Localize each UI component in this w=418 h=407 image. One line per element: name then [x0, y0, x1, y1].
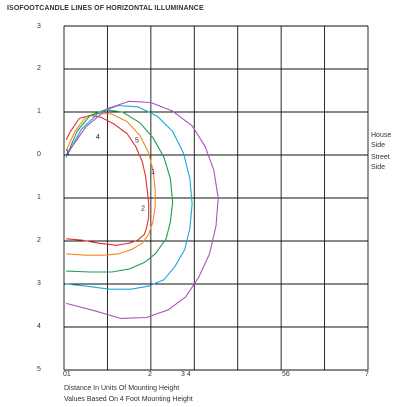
isofootcandle-line: [65, 112, 156, 256]
y-tick-label: 1: [37, 108, 41, 115]
isofootcandle-line: [65, 114, 150, 246]
y-tick-label: 5: [37, 366, 41, 373]
contour-label: 5: [135, 138, 139, 145]
side-label-side: Side: [371, 142, 386, 149]
x-tick-label: 01: [63, 371, 71, 378]
isofootcandle-line: [65, 109, 174, 273]
x-tick-label: 2: [148, 371, 152, 378]
chart-title: ISOFOOTCANDLE LINES OF HORIZONTAL ILLUMI…: [7, 5, 204, 12]
y-tick-label: 3: [37, 23, 41, 30]
side-label-street: Street: [371, 154, 390, 161]
side-label-house: House: [371, 132, 392, 139]
side-label-side: Side: [371, 164, 386, 171]
x-tick-label: 7: [365, 371, 369, 378]
contour-label: 1: [66, 150, 70, 157]
y-tick-label: 3: [37, 280, 41, 287]
x-axis-label: Distance In Units Of Mounting Height: [64, 385, 180, 392]
isofootcandle-line: [65, 100, 219, 319]
contour-label: 1: [151, 169, 155, 176]
contour-label: 4: [96, 134, 100, 141]
y-tick-label: 0: [37, 151, 41, 158]
contour-label: 2: [141, 206, 145, 213]
isofootcandle-line: [65, 104, 193, 290]
y-tick-label: 2: [37, 237, 41, 244]
x-tick-label: 3 4: [181, 371, 191, 378]
x-tick-label: 56: [282, 371, 290, 378]
y-tick-label: 1: [37, 194, 41, 201]
mounting-height-note: Values Based On 4 Foot Mounting Height: [64, 396, 193, 403]
y-tick-label: 2: [37, 65, 41, 72]
y-tick-label: 4: [37, 323, 41, 330]
